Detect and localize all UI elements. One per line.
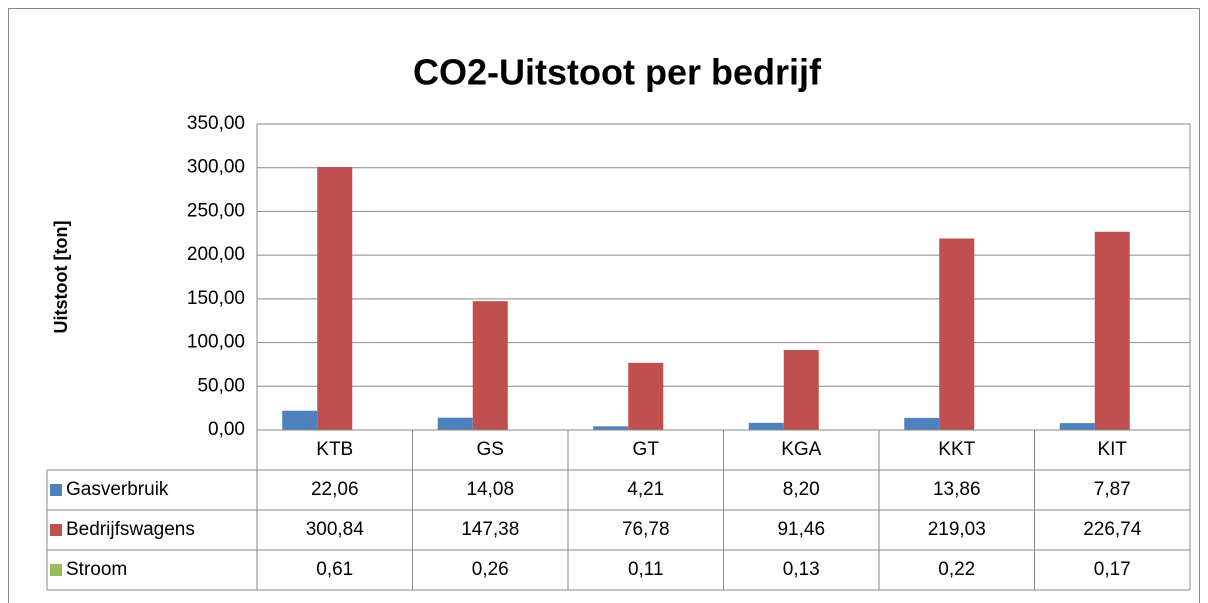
x-tick-label: KTB (316, 439, 353, 460)
bar (282, 410, 318, 430)
table-value: 14,08 (466, 479, 514, 500)
table-value: 0,13 (783, 559, 820, 580)
table-value: 76,78 (622, 519, 670, 540)
x-tick-label: KKT (938, 439, 975, 460)
table-value: 0,22 (938, 559, 975, 580)
table-value: 0,11 (628, 559, 664, 580)
y-tick-label: 250,00 (187, 200, 245, 221)
table-value: 219,03 (928, 519, 986, 540)
y-tick-label: 350,00 (187, 113, 245, 134)
bar (904, 417, 940, 430)
legend-label: Bedrijfswagens (66, 519, 195, 540)
legend-label: Gasverbruik (66, 479, 169, 500)
chart-title: CO2-Uitstoot per bedrijf (413, 52, 822, 93)
y-tick-label: 50,00 (197, 375, 245, 396)
x-tick-label: GT (633, 439, 660, 460)
bar (783, 350, 819, 430)
y-tick-label: 200,00 (187, 244, 245, 265)
chart-border (8, 8, 1200, 603)
legend-key (50, 524, 62, 536)
bar (628, 362, 664, 430)
bar (1059, 423, 1095, 430)
table-value: 147,38 (461, 519, 519, 540)
y-tick-label: 0,00 (208, 419, 245, 440)
table-value: 8,20 (783, 479, 820, 500)
x-tick-label: KIT (1097, 439, 1127, 460)
bar (472, 301, 508, 430)
bar (437, 417, 473, 430)
legend-label: Stroom (66, 559, 127, 580)
y-tick-label: 300,00 (187, 157, 245, 178)
table-value: 226,74 (1083, 519, 1142, 540)
y-tick-label: 150,00 (187, 288, 245, 309)
bar (748, 422, 784, 430)
bar (593, 426, 629, 430)
table-value: 300,84 (306, 519, 365, 540)
table-value: 0,61 (316, 559, 353, 580)
y-tick-label: 100,00 (187, 332, 245, 353)
table-value: 22,06 (311, 479, 359, 500)
table-value: 0,17 (1094, 559, 1131, 580)
table-value: 4,21 (627, 479, 664, 500)
bar (1094, 231, 1130, 430)
bar (317, 166, 353, 430)
table-value: 13,86 (933, 479, 981, 500)
table-value: 7,87 (1094, 479, 1131, 500)
table-value: 91,46 (777, 519, 825, 540)
x-tick-label: GS (477, 439, 504, 460)
x-tick-label: KGA (781, 439, 821, 460)
y-axis-label: Uitstoot [ton] (51, 221, 71, 334)
table-value: 0,26 (472, 559, 509, 580)
legend-key (50, 484, 62, 496)
legend-key (50, 564, 62, 576)
bar (939, 238, 975, 430)
